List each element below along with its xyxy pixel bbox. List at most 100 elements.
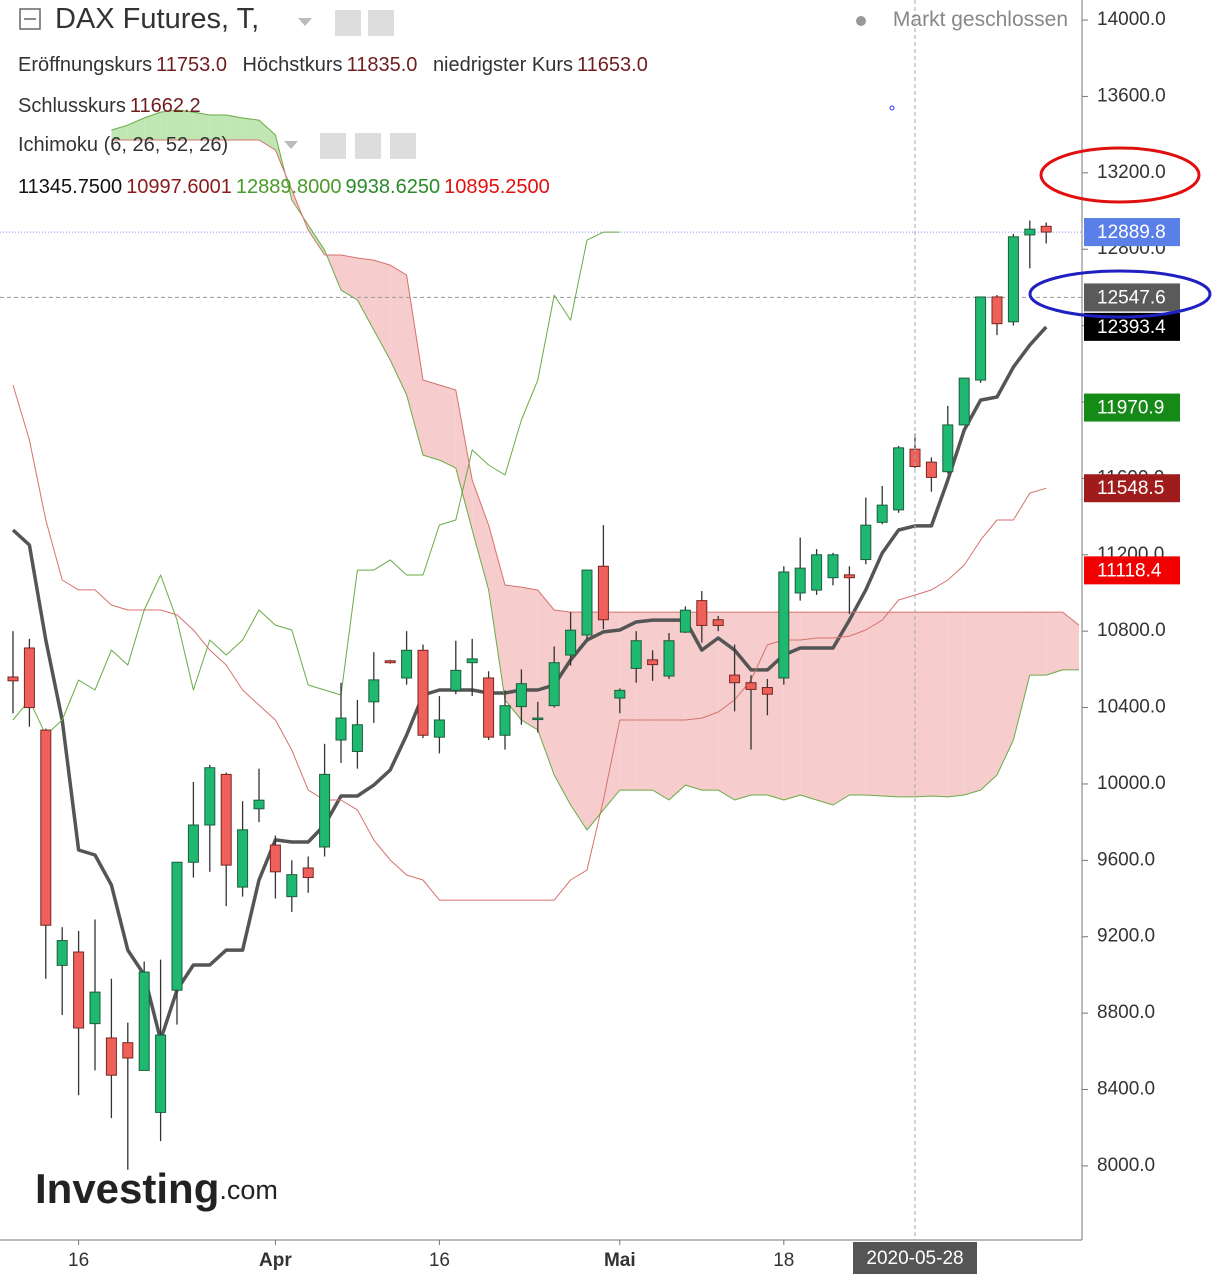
status-dot (856, 16, 866, 26)
price-label-bg (1084, 218, 1180, 247)
candle-body (532, 717, 544, 721)
cloud-segment (1029, 612, 1047, 676)
candle-body (991, 296, 1003, 325)
blue-ellipse (1028, 269, 1212, 319)
cloud-segment (1062, 612, 1079, 670)
candle-body (1024, 228, 1036, 236)
candle-body (1007, 236, 1019, 323)
dropdown-arrow[interactable] (284, 141, 298, 149)
candle-body (515, 683, 527, 708)
candle-body (581, 569, 593, 636)
candle-body (7, 676, 19, 682)
cloud-segment (701, 612, 719, 791)
cloud-segment (209, 114, 227, 140)
cloud-segment (800, 612, 817, 800)
indicator-name: Ichimoku (6, 26, 52, 26) (18, 134, 229, 156)
candle-body (876, 504, 888, 523)
cloud-segment (341, 254, 358, 301)
candle-body (548, 662, 560, 707)
collapse-icon[interactable] (19, 8, 41, 30)
candle-body (450, 669, 462, 691)
price-label-bg (1084, 474, 1180, 503)
cloud-segment (439, 385, 456, 469)
y-tick-label: 8000.0 (1097, 1155, 1155, 1176)
candle-body (614, 689, 626, 699)
cloud-segment (931, 612, 948, 797)
cloud-segment (898, 612, 915, 797)
candle-body (794, 567, 806, 594)
candle-body (155, 1034, 167, 1113)
candle-body (778, 571, 790, 679)
ohlc-label: Schlusskurs (18, 95, 126, 117)
candle-body (433, 719, 445, 738)
ohlc-row: Eröffnungskurs 11753.0 Höchstkurs 11835.0 … (18, 54, 658, 77)
candle-body (351, 724, 363, 752)
settings-icon[interactable] (355, 133, 381, 159)
candle-body (187, 824, 199, 863)
price-label-bg (1084, 556, 1180, 585)
eye-icon[interactable] (320, 133, 346, 159)
y-tick-label: 10800.0 (1097, 620, 1166, 641)
cloud-segment (472, 480, 489, 590)
indicator-value: 10895.2500 (444, 176, 550, 198)
cloud-segment (259, 120, 276, 151)
price-label: 12393.4 (1097, 317, 1166, 338)
candle-body (925, 461, 937, 478)
candle-body (745, 682, 757, 690)
candle-body (696, 600, 708, 626)
cloud-segment (144, 112, 161, 140)
y-tick-label: 8400.0 (1097, 1079, 1155, 1100)
x-tick-label: 16 (68, 1250, 89, 1271)
line-kijun (12, 384, 1047, 901)
y-tick-label: 8800.0 (1097, 1002, 1155, 1023)
ohlc-label: Höchstkurs (242, 54, 343, 76)
candle-body (827, 554, 839, 579)
candle-body (942, 424, 954, 473)
cloud-segment (1013, 612, 1030, 741)
candle-body (204, 767, 216, 826)
candle-body (335, 717, 347, 741)
eye-icon[interactable] (335, 10, 361, 36)
cloud-segment (177, 110, 194, 140)
cloud-segment (455, 389, 473, 530)
candle-body (893, 447, 905, 511)
y-tick-label: 13600.0 (1097, 85, 1166, 106)
x-tick-label: 18 (773, 1250, 794, 1271)
close-icon[interactable] (390, 133, 416, 159)
candle-body (269, 844, 281, 873)
cloud-segment (357, 258, 374, 331)
candle-body (466, 658, 478, 664)
cloud-segment (160, 110, 177, 140)
candle-body (860, 524, 872, 561)
line-tenkan (11, 325, 1048, 1042)
cloud-segment (570, 612, 587, 830)
marker (889, 105, 895, 111)
ichimoku-cloud (111, 110, 1079, 830)
y-tick-label: 9600.0 (1097, 849, 1155, 870)
candle-body (401, 649, 413, 679)
candle-body (663, 640, 675, 677)
candle-body (302, 867, 314, 879)
candle-body (729, 674, 741, 684)
indicator-values: 11345.7500 10997.6001 12889.8000 9938.6250 1… (18, 176, 554, 199)
cloud-segment (751, 612, 768, 796)
candle-body (253, 799, 265, 810)
indicator-lines (0, 109, 1082, 1042)
cloud-segment (882, 612, 899, 797)
crosshair-date-bg (853, 1242, 977, 1274)
y-tick-label: 10400.0 (1097, 697, 1166, 718)
y-tick-label: 13200.0 (1097, 162, 1166, 183)
line-span-a (111, 109, 1079, 831)
candle-body (499, 705, 511, 736)
dropdown-arrow[interactable] (298, 18, 312, 26)
cloud-segment (865, 612, 883, 796)
candle-body (958, 377, 970, 426)
candle-body (56, 940, 68, 966)
x-tick-label: Apr (259, 1250, 292, 1271)
red-ellipse (1039, 146, 1201, 204)
cloud-segment (997, 612, 1014, 775)
ohlc-value: 11753.0 (156, 54, 227, 76)
settings-icon[interactable] (368, 10, 394, 36)
ohlc-value: 11662.2 (129, 95, 201, 117)
price-label: 11970.9 (1097, 398, 1164, 419)
